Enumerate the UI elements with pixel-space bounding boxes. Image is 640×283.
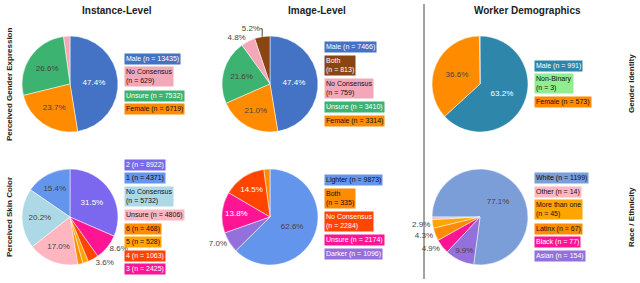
svg-text:No Consensus(n = 5732): No Consensus(n = 5732) <box>126 188 172 205</box>
svg-text:Female (n = 6719): Female (n = 6719) <box>126 105 183 113</box>
svg-text:21.6%: 21.6% <box>230 72 253 81</box>
svg-text:Perceived Skin Color: Perceived Skin Color <box>5 177 14 257</box>
svg-text:Male (n = 7466): Male (n = 7466) <box>326 43 375 51</box>
svg-text:Other (n = 14): Other (n = 14) <box>536 188 580 196</box>
svg-text:7.0%: 7.0% <box>209 239 227 248</box>
svg-text:3.6%: 3.6% <box>96 258 114 267</box>
svg-text:Unsure (n = 7532): Unsure (n = 7532) <box>126 92 183 100</box>
svg-text:4.3%: 4.3% <box>415 231 433 240</box>
svg-text:62.6%: 62.6% <box>281 222 304 231</box>
svg-text:Both(n = 335): Both(n = 335) <box>326 190 354 207</box>
svg-text:36.6%: 36.6% <box>446 70 469 79</box>
svg-text:Perceived Gender Expression: Perceived Gender Expression <box>5 28 14 142</box>
svg-text:26.6%: 26.6% <box>36 64 59 73</box>
svg-text:Race / Ethnicity: Race / Ethnicity <box>627 187 636 247</box>
svg-text:Gender Identity: Gender Identity <box>627 54 636 113</box>
svg-text:1 (n = 4371): 1 (n = 4371) <box>126 174 164 182</box>
svg-text:23.7%: 23.7% <box>43 103 66 112</box>
svg-text:White (n = 1199): White (n = 1199) <box>536 174 587 182</box>
svg-text:3 (n = 2425): 3 (n = 2425) <box>126 265 164 273</box>
svg-text:13.8%: 13.8% <box>225 209 248 218</box>
svg-text:47.4%: 47.4% <box>283 78 306 87</box>
svg-text:5.2%: 5.2% <box>242 24 260 33</box>
svg-text:9.9%: 9.9% <box>455 246 473 255</box>
svg-text:No Consensus(n = 2284): No Consensus(n = 2284) <box>326 213 372 230</box>
svg-text:14.5%: 14.5% <box>240 185 263 194</box>
svg-text:8.6%: 8.6% <box>110 244 128 253</box>
svg-text:More than one(n = 45): More than one(n = 45) <box>536 201 581 218</box>
svg-text:2 (n = 8922): 2 (n = 8922) <box>126 161 164 169</box>
svg-text:47.4%: 47.4% <box>83 78 106 87</box>
svg-text:Both(n = 813): Both(n = 813) <box>326 57 354 74</box>
svg-text:63.2%: 63.2% <box>491 89 514 98</box>
svg-text:4 (n = 1063): 4 (n = 1063) <box>126 252 164 260</box>
svg-text:6 (n = 468): 6 (n = 468) <box>126 225 160 233</box>
svg-text:Darker (n = 1096): Darker (n = 1096) <box>326 250 381 258</box>
svg-text:77.1%: 77.1% <box>487 197 510 206</box>
svg-text:Unsure (n = 3410): Unsure (n = 3410) <box>326 103 383 111</box>
svg-text:Male (n = 13435): Male (n = 13435) <box>126 55 179 63</box>
svg-text:Lighter (n = 9873): Lighter (n = 9873) <box>326 176 381 184</box>
svg-text:Non-Binary(n = 3): Non-Binary(n = 3) <box>536 75 572 92</box>
svg-text:20.2%: 20.2% <box>29 213 52 222</box>
svg-text:Male (n = 991): Male (n = 991) <box>536 62 581 70</box>
svg-text:Worker Demographics: Worker Demographics <box>474 5 581 16</box>
svg-text:Asian (n = 154): Asian (n = 154) <box>536 252 584 260</box>
svg-text:Unsure (n = 2174): Unsure (n = 2174) <box>326 236 383 244</box>
svg-text:No Consensus(n = 759): No Consensus(n = 759) <box>326 80 372 97</box>
svg-text:2.9%: 2.9% <box>412 220 430 229</box>
svg-text:17.0%: 17.0% <box>47 242 70 251</box>
svg-text:5 (n = 528): 5 (n = 528) <box>126 238 160 246</box>
svg-text:15.4%: 15.4% <box>43 184 66 193</box>
svg-text:Latinx (n = 67): Latinx (n = 67) <box>536 225 581 233</box>
svg-text:Unsure (n = 4806): Unsure (n = 4806) <box>126 211 183 219</box>
svg-text:4.8%: 4.8% <box>227 33 245 42</box>
svg-text:Image-Level: Image-Level <box>288 5 346 16</box>
svg-text:21.0%: 21.0% <box>244 106 267 115</box>
svg-text:No Consensus(n = 629): No Consensus(n = 629) <box>126 68 172 85</box>
svg-text:Female (n = 573): Female (n = 573) <box>536 98 590 106</box>
svg-text:4.9%: 4.9% <box>422 244 440 253</box>
svg-text:31.5%: 31.5% <box>81 198 104 207</box>
svg-text:Black (n = 77): Black (n = 77) <box>536 238 579 246</box>
svg-text:Instance-Level: Instance-Level <box>82 5 152 16</box>
svg-text:Female (n = 3314): Female (n = 3314) <box>326 117 383 125</box>
